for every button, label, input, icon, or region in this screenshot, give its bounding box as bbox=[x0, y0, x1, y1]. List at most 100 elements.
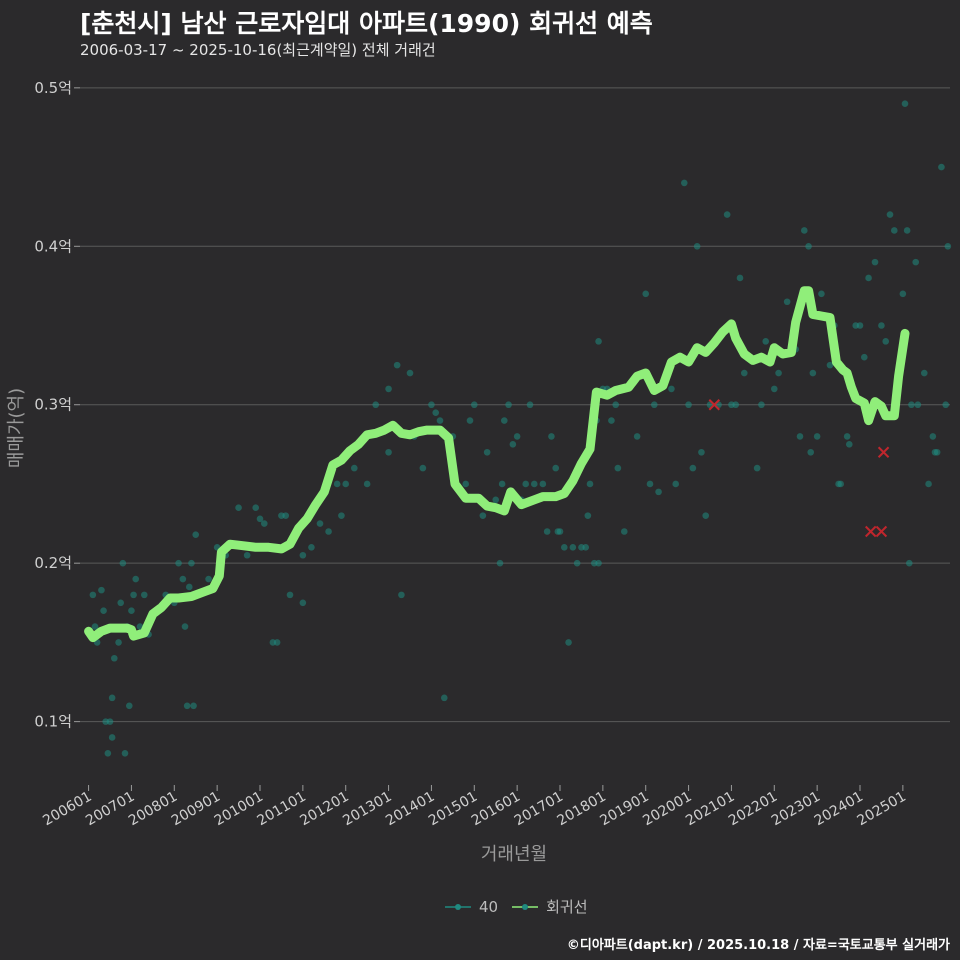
y-tick-label: 0.1억 bbox=[34, 713, 72, 731]
scatter-point bbox=[595, 559, 602, 567]
scatter-point bbox=[492, 496, 500, 504]
scatter-point bbox=[539, 480, 547, 488]
x-tick-label: 202201 bbox=[726, 789, 780, 830]
scatter-point bbox=[505, 401, 512, 409]
scatter-point bbox=[132, 575, 140, 583]
scatter-point bbox=[933, 448, 941, 456]
cancelled-marker bbox=[708, 399, 720, 411]
y-tick-label: 0.5억 bbox=[34, 79, 72, 97]
footer-credit: ©디아파트(dapt.kr) / 2025.10.18 / 자료=국토교통부 실… bbox=[566, 938, 950, 953]
scatter-point bbox=[466, 417, 474, 424]
scatter-point bbox=[569, 544, 577, 551]
scatter-point bbox=[584, 512, 592, 519]
scatter-point bbox=[179, 575, 187, 583]
cancelled-markers bbox=[708, 399, 890, 538]
x-tick-label: 201101 bbox=[255, 789, 309, 830]
scatter-point bbox=[500, 417, 508, 424]
scatter-point bbox=[890, 227, 898, 234]
scatter-point bbox=[693, 242, 701, 250]
scatter-point bbox=[556, 528, 564, 535]
y-axis-ticks: 0.1억 0.2억 0.3억 0.4억 0.5억 bbox=[34, 79, 80, 731]
scatter-point bbox=[342, 480, 350, 488]
scatter-point bbox=[560, 544, 568, 551]
scatter-point bbox=[865, 274, 872, 282]
scatter-point bbox=[183, 702, 191, 710]
scatter-point bbox=[91, 623, 99, 630]
scatter-point bbox=[845, 441, 853, 448]
scatter-point bbox=[837, 480, 845, 488]
scatter-point bbox=[462, 480, 470, 488]
scatter-point bbox=[843, 433, 851, 440]
scatter-points bbox=[87, 100, 952, 757]
scatter-point bbox=[689, 464, 697, 472]
y-tick-label: 0.3억 bbox=[34, 396, 72, 414]
scatter-point bbox=[942, 401, 950, 409]
scatter-point bbox=[770, 385, 778, 393]
scatter-point bbox=[385, 385, 392, 393]
scatter-point bbox=[243, 551, 251, 559]
scatter-point bbox=[115, 639, 122, 646]
scatter-point bbox=[385, 448, 392, 456]
x-tick-label: 201801 bbox=[555, 789, 609, 830]
legend-label-regression: 회귀선 bbox=[546, 898, 588, 916]
scatter-point bbox=[350, 464, 358, 472]
scatter-point bbox=[762, 338, 770, 345]
scatter-point bbox=[235, 504, 242, 512]
legend-item-40: 40 bbox=[445, 898, 498, 916]
x-tick-label: 201401 bbox=[383, 789, 437, 830]
scatter-point bbox=[98, 586, 105, 594]
scatter-point bbox=[100, 607, 107, 615]
scatter-point bbox=[479, 512, 487, 519]
scatter-point bbox=[406, 369, 414, 377]
scatter-point bbox=[818, 290, 825, 298]
scatter-point bbox=[530, 480, 538, 488]
scatter-point bbox=[252, 504, 260, 512]
scatter-point bbox=[440, 694, 448, 702]
scatter-point bbox=[680, 179, 688, 187]
scatter-point bbox=[929, 433, 937, 440]
scatter-point bbox=[612, 401, 620, 409]
scatter-point bbox=[316, 520, 324, 527]
scatter-point bbox=[130, 591, 137, 599]
scatter-point bbox=[901, 100, 909, 107]
scatter-point bbox=[398, 591, 405, 599]
y-tick-label: 0.2억 bbox=[34, 554, 72, 572]
scatter-point bbox=[498, 480, 506, 488]
x-tick-label: 201001 bbox=[212, 789, 266, 830]
x-tick-label: 202401 bbox=[812, 789, 866, 830]
scatter-point bbox=[393, 361, 401, 369]
x-tick-label: 201701 bbox=[512, 789, 566, 830]
scatter-point bbox=[800, 227, 808, 234]
scatter-point bbox=[106, 718, 114, 725]
scatter-point bbox=[886, 211, 894, 218]
scatter-point bbox=[256, 515, 264, 523]
scatter-point bbox=[565, 639, 572, 646]
scatter-point bbox=[871, 258, 879, 266]
x-tick-label: 202101 bbox=[683, 789, 737, 830]
scatter-point bbox=[723, 211, 731, 218]
scatter-point bbox=[509, 441, 517, 448]
scatter-point bbox=[190, 702, 197, 710]
cancel-stroke bbox=[875, 525, 888, 538]
scatter-point bbox=[608, 417, 615, 424]
x-tick-label: 200701 bbox=[83, 789, 137, 830]
scatter-point bbox=[740, 369, 748, 377]
grid-lines bbox=[80, 87, 950, 723]
scatter-point bbox=[205, 575, 212, 583]
scatter-point bbox=[104, 750, 112, 757]
scatter-point bbox=[668, 385, 675, 393]
scatter-point bbox=[807, 448, 815, 456]
scatter-point bbox=[938, 163, 945, 171]
scatter-point bbox=[125, 702, 133, 710]
chart-title: [춘천시] 남산 근로자임대 아파트(1990) 회귀선 예측 bbox=[80, 9, 653, 38]
x-tick-label: 201201 bbox=[297, 789, 351, 830]
scatter-point bbox=[899, 290, 907, 298]
scatter-point bbox=[586, 480, 594, 488]
scatter-point bbox=[856, 322, 864, 329]
scatter-point bbox=[573, 559, 581, 567]
legend-line-icon bbox=[512, 903, 539, 910]
scatter-point bbox=[912, 258, 920, 266]
scatter-point bbox=[642, 290, 650, 298]
scatter-point bbox=[192, 531, 200, 538]
